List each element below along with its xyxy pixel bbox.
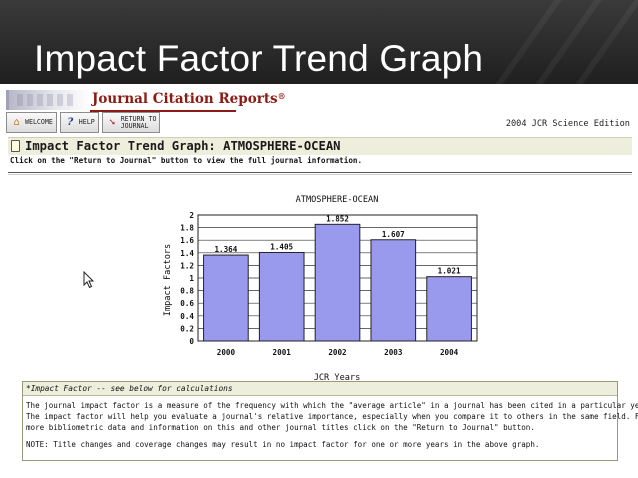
help-label: HELP xyxy=(78,118,95,126)
jcr-page: Journal Citation Reports® ⌂ WELCOME ? HE… xyxy=(0,84,638,478)
notes-line: The journal impact factor is a measure o… xyxy=(26,401,638,410)
bar xyxy=(258,251,305,342)
banner-graphic xyxy=(6,90,90,110)
bar-value-label: 1.021 xyxy=(438,267,461,276)
bar-value-label: 1.852 xyxy=(326,214,349,223)
slide-header: Impact Factor Trend Graph xyxy=(0,0,638,84)
x-tick-labels: 2000 2001 2002 2003 2004 xyxy=(217,348,459,357)
bar-value-label: 1.607 xyxy=(382,230,405,239)
divider-shadow xyxy=(8,174,632,175)
y-axis-label: Impact Factors xyxy=(163,244,173,316)
y-tick-label: 1.4 xyxy=(180,249,194,258)
page-title-bar: Impact Factor Trend Graph: ATMOSPHERE-OC… xyxy=(8,137,632,155)
y-tick-label: 0 xyxy=(189,337,194,346)
impact-factor-notes: *Impact Factor -- see below for calculat… xyxy=(22,381,638,461)
y-tick-label: 2 xyxy=(189,211,194,220)
page-title: Impact Factor Trend Graph: ATMOSPHERE-OC… xyxy=(25,139,341,153)
mouse-cursor-icon xyxy=(83,271,95,289)
y-tick-label: 0.4 xyxy=(180,312,194,321)
bar-value-label: 1.405 xyxy=(270,242,293,251)
y-tick-label: 0.6 xyxy=(180,299,194,308)
chart-bars xyxy=(203,223,472,342)
y-tick-label: 1.6 xyxy=(180,236,194,245)
return-to-journal-button[interactable]: ➘ RETURN TO JOURNAL xyxy=(101,112,161,133)
notes-body: The journal impact factor is a measure o… xyxy=(23,396,638,450)
y-tick-label: 1.8 xyxy=(180,224,194,233)
return-label-line1: RETURN TO xyxy=(120,114,157,123)
jcr-banner: Journal Citation Reports® xyxy=(6,90,286,112)
bar xyxy=(314,223,361,342)
notes-line: more bibliometric data and information o… xyxy=(26,423,535,432)
y-tick-labels: 0 0.2 0.4 0.6 0.8 1 1.2 1.4 1.6 1.8 2 xyxy=(180,211,194,346)
banner-title: Journal Citation Reports® xyxy=(92,91,286,107)
x-tick-label: 2000 xyxy=(217,348,236,357)
y-tick-label: 0.2 xyxy=(180,324,194,333)
y-tick-label: 1.2 xyxy=(180,261,194,270)
welcome-label: WELCOME xyxy=(25,118,53,126)
x-axis-label: JCR Years xyxy=(314,373,361,383)
notes-header: *Impact Factor -- see below for calculat… xyxy=(23,382,617,396)
help-icon: ? xyxy=(67,117,74,128)
registered-mark: ® xyxy=(277,91,286,101)
impact-factor-chart: ATMOSPHERE-OCEAN 0 0.2 0.4 0.6 0.8 1 1.2 1.4 1.6… xyxy=(163,195,478,383)
divider xyxy=(8,172,632,173)
home-icon: ⌂ xyxy=(13,117,20,128)
x-tick-label: 2004 xyxy=(440,348,459,357)
bar-value-labels: 1.364 1.405 1.852 1.607 1.021 xyxy=(214,214,460,275)
bar xyxy=(203,254,249,342)
bar-value-label: 1.364 xyxy=(214,245,237,254)
x-tick-label: 2001 xyxy=(273,348,292,357)
y-tick-label: 1 xyxy=(189,274,194,283)
edition-label: 2004 JCR Science Edition xyxy=(505,119,630,129)
return-arrow-icon: ➘ xyxy=(109,117,116,128)
bar xyxy=(426,276,472,342)
y-tick-label: 0.8 xyxy=(180,287,194,296)
document-icon xyxy=(11,140,20,152)
x-tick-label: 2002 xyxy=(328,348,346,357)
return-label-line2: JOURNAL xyxy=(120,121,149,130)
banner-title-text: Journal Citation Reports xyxy=(92,91,278,107)
x-tick-label: 2003 xyxy=(384,348,403,357)
welcome-button[interactable]: ⌂ WELCOME xyxy=(6,112,57,133)
banner-underline xyxy=(90,110,236,112)
notes-line: The impact factor will help you evaluate… xyxy=(26,412,638,421)
toolbar: ⌂ WELCOME ? HELP ➘ RETURN TO JOURNAL xyxy=(6,112,161,134)
slide-title: Impact Factor Trend Graph xyxy=(34,38,484,79)
notes-note: NOTE: Title changes and coverage changes… xyxy=(26,440,540,449)
instruction-text: Click on the "Return to Journal" button … xyxy=(10,156,363,165)
help-button[interactable]: ? HELP xyxy=(59,112,99,133)
return-label: RETURN TO JOURNAL xyxy=(120,114,157,130)
chart-title: ATMOSPHERE-OCEAN xyxy=(296,195,379,205)
bar xyxy=(370,239,417,342)
